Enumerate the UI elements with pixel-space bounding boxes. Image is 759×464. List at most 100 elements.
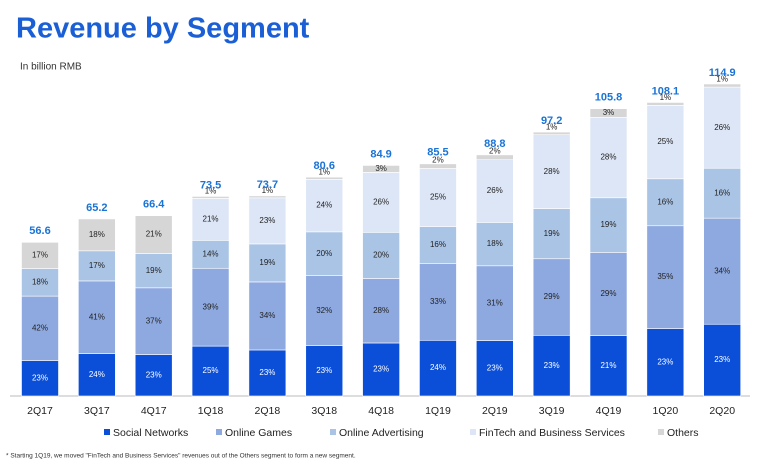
bar-segment xyxy=(78,353,116,397)
segment-label: 29% xyxy=(544,292,560,301)
bar-segment xyxy=(646,178,685,227)
bar-segment xyxy=(589,335,628,397)
x-tick-label: 3Q17 xyxy=(84,405,110,417)
bar-segment xyxy=(134,253,173,289)
total-label: 105.8 xyxy=(595,92,623,104)
total-label: 66.4 xyxy=(143,199,165,211)
total-label: 85.5 xyxy=(427,147,448,159)
segment-label: 25% xyxy=(203,366,219,375)
legend-swatch xyxy=(330,429,336,435)
segment-label: 24% xyxy=(316,201,332,210)
x-tick-label: 1Q18 xyxy=(198,405,224,417)
segment-label: 28% xyxy=(600,153,616,162)
total-label: 80.6 xyxy=(314,160,335,172)
footnote: * Starting 1Q19, we moved "FinTech and B… xyxy=(6,453,356,460)
legend-label: Social Networks xyxy=(113,427,188,439)
total-label: 65.2 xyxy=(86,202,107,214)
total-label: 108.1 xyxy=(652,85,680,97)
bar-segment xyxy=(475,265,514,341)
segment-label: 26% xyxy=(487,186,503,195)
bar-segment xyxy=(703,323,742,397)
total-label: 84.9 xyxy=(370,148,391,160)
bar-segment xyxy=(475,159,514,223)
x-tick-label: 4Q18 xyxy=(368,405,394,417)
bar-segment xyxy=(703,83,742,88)
bar-segment xyxy=(419,168,457,227)
segment-label: 1% xyxy=(205,187,217,196)
legend-label: Others xyxy=(667,427,699,439)
bar-segment xyxy=(362,172,400,233)
bar-segment xyxy=(703,217,742,325)
segment-label: 17% xyxy=(89,261,105,270)
segment-label: 19% xyxy=(544,229,560,238)
bar-segment xyxy=(419,163,457,169)
bar-segment xyxy=(703,86,742,169)
bar-segment xyxy=(191,267,230,347)
total-label: 73.5 xyxy=(200,179,221,191)
segment-label: 21% xyxy=(146,230,162,239)
total-label: 73.7 xyxy=(257,179,278,191)
bar-segment xyxy=(78,250,116,282)
bar-segment xyxy=(532,208,571,260)
bar-segment xyxy=(21,360,59,397)
x-tick-label: 1Q19 xyxy=(425,405,451,417)
total-label: 56.6 xyxy=(29,225,50,237)
segment-label: 39% xyxy=(203,302,219,311)
legend-swatch xyxy=(216,429,222,435)
bar-segment xyxy=(305,231,344,276)
segment-label: 20% xyxy=(373,250,389,259)
bar-segment xyxy=(419,339,457,397)
segment-label: 23% xyxy=(657,357,673,366)
bar-segment xyxy=(419,226,457,264)
bar-segment xyxy=(21,242,59,269)
bar-segment xyxy=(475,340,514,397)
segment-label: 23% xyxy=(259,216,275,225)
bar-segment xyxy=(362,278,400,344)
bar-segment xyxy=(305,275,344,346)
bar-segment xyxy=(646,102,685,106)
segment-label: 25% xyxy=(657,137,673,146)
segment-label: 18% xyxy=(32,277,48,286)
segment-label: 28% xyxy=(373,306,389,315)
segment-label: 1% xyxy=(318,167,330,176)
segment-label: 3% xyxy=(375,164,387,173)
bar-segment xyxy=(532,134,571,209)
legend-label: Online Games xyxy=(225,427,292,439)
bar-segment xyxy=(191,198,230,241)
segment-label: 23% xyxy=(487,363,503,372)
segment-label: 1% xyxy=(262,186,274,195)
segment-label: 24% xyxy=(89,370,105,379)
segment-label: 28% xyxy=(544,167,560,176)
segment-label: 19% xyxy=(259,258,275,267)
bar-segment xyxy=(134,354,173,397)
legend-label: Online Advertising xyxy=(339,427,424,439)
bar-segment xyxy=(589,252,628,336)
segment-label: 31% xyxy=(487,298,503,307)
segment-label: 1% xyxy=(716,75,728,84)
x-tick-label: 3Q19 xyxy=(539,405,565,417)
x-tick-label: 2Q19 xyxy=(482,405,508,417)
bar-segment xyxy=(475,222,514,267)
total-label: 88.8 xyxy=(484,138,505,150)
segment-label: 19% xyxy=(146,266,162,275)
bar-segment xyxy=(475,154,514,160)
segment-label: 23% xyxy=(32,373,48,382)
segment-label: 24% xyxy=(430,363,446,372)
legend-swatch xyxy=(470,429,476,435)
bar-segment xyxy=(191,240,230,269)
segment-label: 16% xyxy=(430,240,446,249)
segment-label: 42% xyxy=(32,323,48,332)
bar-segment xyxy=(305,345,344,397)
x-tick-label: 1Q20 xyxy=(653,405,679,417)
segment-label: 41% xyxy=(89,312,105,321)
segment-label: 17% xyxy=(32,250,48,259)
bar-segment xyxy=(191,345,230,397)
bar-segment xyxy=(134,215,173,254)
segment-label: 20% xyxy=(316,249,332,258)
segment-label: 16% xyxy=(657,197,673,206)
segment-label: 34% xyxy=(259,311,275,320)
segment-label: 23% xyxy=(544,361,560,370)
bar-segment xyxy=(21,295,59,361)
segment-label: 26% xyxy=(714,123,730,132)
